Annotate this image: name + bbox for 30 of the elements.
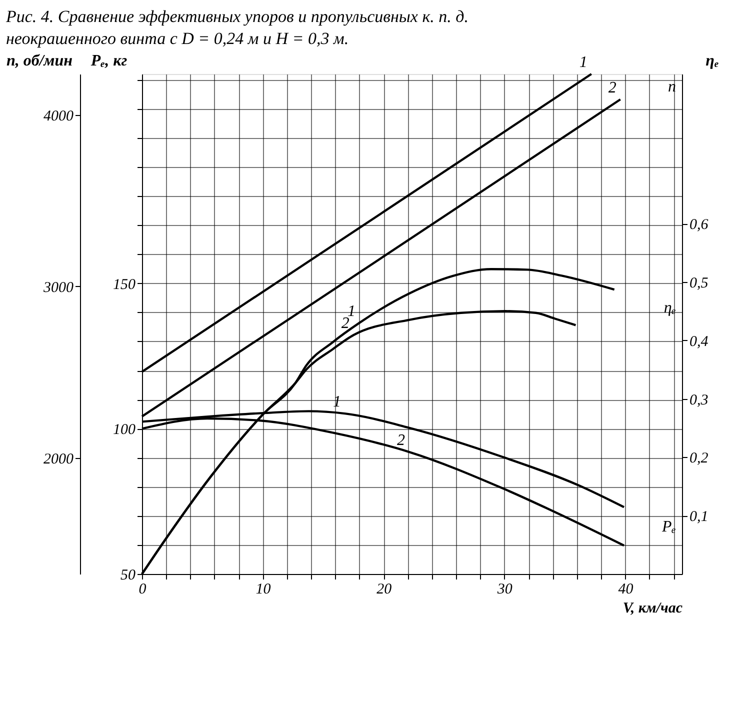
- y2-tick-label: 0,3: [690, 392, 708, 408]
- x-axis-title: V, км/час: [622, 600, 683, 616]
- series-label: 2: [341, 315, 350, 332]
- series-label: 1: [579, 54, 588, 71]
- series-label: 2: [396, 432, 405, 449]
- x-tick-label: 20: [376, 582, 392, 598]
- y-tick-label: 50: [120, 568, 136, 584]
- y2-axis-title: ηₑ: [706, 52, 719, 70]
- series-label: 1: [332, 394, 341, 411]
- y-axis-title: Pₑ, кг: [90, 52, 128, 70]
- y2-tick-label: 0,1: [690, 509, 708, 526]
- y2-tick-label: 0,4: [690, 334, 709, 350]
- y2-tick-label: 0,5: [690, 275, 709, 292]
- x-tick-label: 10: [256, 582, 272, 598]
- series-label: 2: [608, 79, 616, 96]
- y3-tick-label: 2000: [44, 452, 74, 468]
- y-tick-label: 150: [113, 276, 136, 293]
- y3-tick-label: 4000: [44, 108, 74, 124]
- x-tick-label: 40: [618, 582, 634, 598]
- y-tick-label: 100: [113, 422, 136, 438]
- y2-tick-label: 0,2: [690, 450, 709, 467]
- chart-title: Рис. 4. Сравнение эффективных упоров и пропульсивных к. п. д. неокрашенного винта с D = 0,24 м и H = 0,3 м.: [4, 7, 469, 48]
- annotation: ηₑ: [664, 299, 676, 316]
- x-tick-label: 0: [138, 582, 147, 598]
- y3-axis-title: n, об/мин: [6, 52, 73, 70]
- annotation: n: [668, 78, 676, 96]
- y3-tick-label: 3000: [42, 280, 74, 296]
- x-tick-label: 30: [496, 582, 513, 598]
- annotation: Pₑ: [661, 518, 676, 536]
- y2-tick-label: 0,6: [690, 217, 709, 234]
